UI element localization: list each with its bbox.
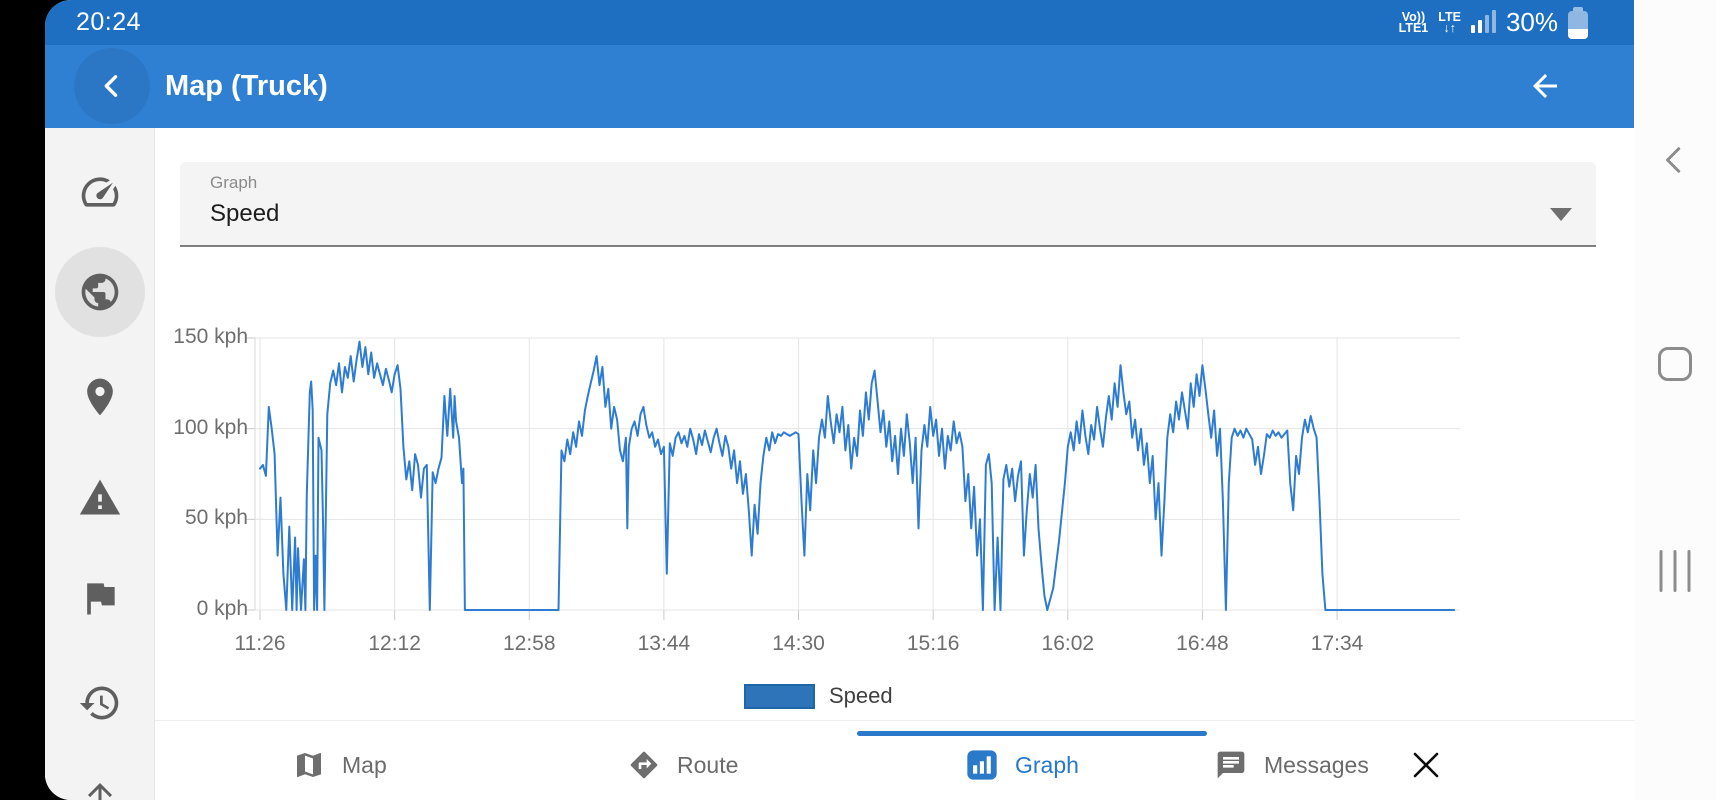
legend-swatch <box>744 683 815 709</box>
content-area: Graph Speed 0 kph 50 kph 100 kph 150 kph 11… <box>45 128 1634 800</box>
x-axis-label: 11:26 <box>234 632 286 655</box>
bar-chart-icon <box>967 750 997 780</box>
divider <box>155 720 1634 721</box>
gauge-icon <box>81 177 119 207</box>
graph-panel: Graph Speed 0 kph 50 kph 100 kph 150 kph 11… <box>155 128 1634 800</box>
close-button[interactable] <box>1408 747 1444 783</box>
battery-percent: 30% <box>1505 7 1558 37</box>
signal-bars-icon <box>1470 9 1496 35</box>
x-axis-label: 16:02 <box>1041 632 1095 655</box>
graph-type-select[interactable]: Graph Speed <box>180 162 1596 247</box>
tab-map[interactable]: Map <box>293 745 387 785</box>
select-value: Speed <box>210 200 280 227</box>
tab-scroll-indicator[interactable] <box>857 731 1207 736</box>
status-bar: 20:24 Vo)) LTE1 LTE ↓↑ 30% <box>45 0 1634 45</box>
location-pin-icon <box>87 378 113 416</box>
x-axis-label: 16:48 <box>1176 632 1229 655</box>
legend-item-speed[interactable]: Speed <box>744 683 893 709</box>
y-axis-label: 50 kph <box>184 506 248 530</box>
arrow-up-icon <box>88 783 112 800</box>
page-title: Map (Truck) <box>165 70 328 102</box>
y-axis-label: 150 kph <box>173 325 248 348</box>
y-axis-labels: 0 kph 50 kph 100 kph 150 kph <box>148 325 248 620</box>
tab-graph[interactable]: Graph <box>966 745 1079 785</box>
battery-icon <box>1568 6 1588 39</box>
sidebar-item-speed[interactable] <box>78 170 122 214</box>
volte-icon: Vo)) LTE1 <box>1398 9 1429 35</box>
close-x-icon <box>1413 752 1439 778</box>
sidebar-item-history[interactable] <box>78 681 122 725</box>
globe-icon <box>81 273 119 311</box>
tab-label: Route <box>677 751 739 778</box>
warning-icon <box>79 479 121 515</box>
x-axis-label: 12:12 <box>368 632 421 655</box>
x-axis-label: 17:34 <box>1310 632 1364 655</box>
speed-chart-svg <box>245 337 1460 620</box>
back-icon <box>1666 147 1681 173</box>
app-bar: Map (Truck) <box>45 45 1634 128</box>
android-home-button[interactable] <box>1658 347 1692 381</box>
flag-icon <box>87 583 115 615</box>
arrow-left-icon <box>1533 74 1557 98</box>
sidebar-item-alerts[interactable] <box>78 476 122 520</box>
android-nav-bar <box>1634 0 1716 800</box>
y-axis-label: 0 kph <box>196 597 248 620</box>
tab-label: Map <box>342 751 387 778</box>
sidebar-item-flags[interactable] <box>78 576 122 620</box>
android-back-button[interactable] <box>1657 142 1693 183</box>
x-axis-label: 14:30 <box>772 632 825 655</box>
map-icon <box>297 753 321 777</box>
tab-label: Messages <box>1264 751 1369 778</box>
tab-route[interactable]: Route <box>628 745 738 785</box>
x-axis-labels: 11:26 12:12 12:58 13:44 14:30 15:16 16:02 16:48… <box>235 632 1460 662</box>
messages-icon <box>1217 751 1245 779</box>
sidebar-item-map[interactable] <box>78 270 122 314</box>
x-axis-label: 12:58 <box>502 632 556 655</box>
sidebar-item-up[interactable] <box>82 777 118 800</box>
x-axis-label: 15:16 <box>906 632 960 655</box>
tab-label: Graph <box>1015 751 1079 778</box>
select-label: Graph <box>210 173 258 192</box>
android-recents-button[interactable] <box>1659 550 1691 592</box>
legend-label: Speed <box>829 683 893 708</box>
lte-updown-icon: LTE ↓↑ <box>1438 9 1461 35</box>
y-axis-label: 100 kph <box>173 415 248 439</box>
app-window: 20:24 Vo)) LTE1 LTE ↓↑ 30% <box>45 0 1716 800</box>
tab-messages[interactable]: Messages <box>1215 745 1369 785</box>
dropdown-arrow-icon <box>1550 208 1572 221</box>
back-button[interactable] <box>74 48 150 124</box>
route-icon <box>630 751 658 779</box>
arrow-left-button[interactable] <box>1527 68 1563 104</box>
clock: 20:24 <box>76 8 142 36</box>
chevron-left-icon <box>104 75 118 97</box>
sidebar-item-location[interactable] <box>78 375 122 419</box>
left-icon-rail <box>45 128 155 800</box>
x-axis-label: 13:44 <box>637 632 691 655</box>
status-icons: Vo)) LTE1 LTE ↓↑ 30% <box>1399 0 1588 45</box>
history-icon <box>79 686 119 720</box>
speed-chart[interactable]: 0 kph 50 kph 100 kph 150 kph 11:26 12:12 12:5… <box>173 325 1460 655</box>
main-area: 20:24 Vo)) LTE1 LTE ↓↑ 30% <box>45 0 1634 800</box>
